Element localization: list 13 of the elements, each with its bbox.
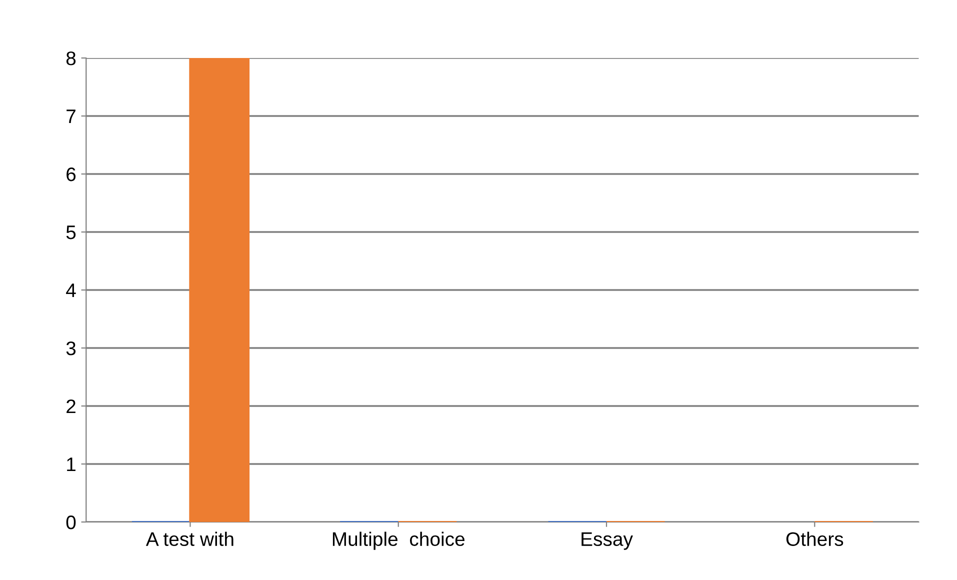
y-tick-label: 6 <box>66 167 76 182</box>
y-tick-label: 0 <box>66 515 76 530</box>
x-tick-label: Others <box>786 532 844 546</box>
x-tick-label: Essay <box>582 532 633 550</box>
y-tick-label: 7 <box>66 110 76 124</box>
y-tick-label: 8 <box>66 51 76 66</box>
y-tick-label: 2 <box>66 399 76 414</box>
y-tick-label: 4 <box>66 284 76 298</box>
y-tick-label: 1 <box>67 458 76 472</box>
y-tick-label: 5 <box>66 226 76 240</box>
x-tick-label: A test with <box>146 532 234 546</box>
x-tick-label: Multiple choice <box>332 532 464 550</box>
y-tick-label: 3 <box>66 341 76 356</box>
